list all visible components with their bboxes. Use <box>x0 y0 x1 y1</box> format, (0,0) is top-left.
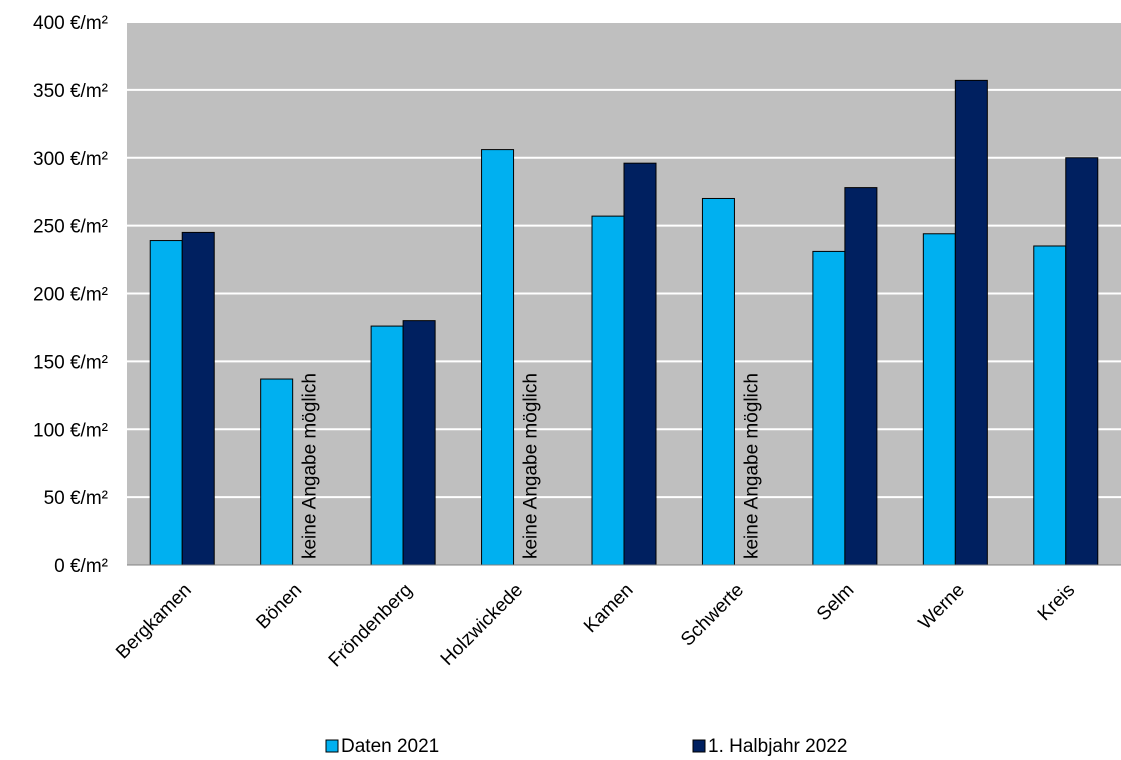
bar-daten-2021 <box>591 215 625 566</box>
legend-swatch <box>325 739 339 753</box>
x-tick-label: Selm <box>813 580 858 625</box>
bar-halbjahr-2022 <box>954 79 988 566</box>
bar-daten-2021 <box>812 250 846 566</box>
y-tick-label: 350 €/m² <box>33 81 108 102</box>
legend-label: Daten 2021 <box>341 736 439 757</box>
x-tick-label: Werne <box>915 580 969 634</box>
x-tick-label: Kamen <box>580 580 637 637</box>
legend-swatch <box>692 739 706 753</box>
y-tick-label: 200 €/m² <box>33 285 108 306</box>
legend: Daten 2021 1. Halbjahr 2022 <box>325 736 847 757</box>
x-tick-label: Bergkamen <box>112 580 196 664</box>
missing-value-label: keine Angabe möglich <box>300 373 321 559</box>
bar-daten-2021 <box>481 149 515 566</box>
x-axis-tick-labels: Bergkamen Bönen Fröndenberg Holzwickede Kame… <box>112 580 1079 672</box>
x-tick-label: Kreis <box>1034 580 1079 625</box>
x-tick-label: Holzwickede <box>437 580 527 670</box>
bar-daten-2021 <box>149 240 183 566</box>
y-axis-tick-labels: 0 €/m² 50 €/m² 100 €/m² 150 €/m² 200 €/m² 250… <box>33 13 108 577</box>
y-tick-label: 150 €/m² <box>33 352 108 373</box>
bar-daten-2021 <box>922 233 956 566</box>
y-tick-label: 300 €/m² <box>33 149 108 170</box>
bar-daten-2021 <box>260 378 294 566</box>
missing-value-label: keine Angabe möglich <box>521 373 542 559</box>
bar-halbjahr-2022 <box>844 187 878 566</box>
missing-value-notes: keine Angabe möglich keine Angabe möglich… <box>300 373 763 559</box>
y-tick-label: 0 €/m² <box>54 556 108 577</box>
bar-halbjahr-2022 <box>181 231 215 566</box>
missing-value-label: keine Angabe möglich <box>741 373 762 559</box>
bar-daten-2021 <box>701 197 735 566</box>
y-tick-label: 100 €/m² <box>33 420 108 441</box>
bar-halbjahr-2022 <box>1065 157 1099 566</box>
y-tick-label: 50 €/m² <box>44 488 108 509</box>
x-tick-label: Fröndenberg <box>325 580 417 672</box>
bars <box>149 79 1099 566</box>
bar-daten-2021 <box>1033 245 1067 566</box>
bar-daten-2021 <box>370 325 404 566</box>
legend-label: 1. Halbjahr 2022 <box>708 736 847 757</box>
bar-halbjahr-2022 <box>402 320 436 566</box>
bar-halbjahr-2022 <box>623 162 657 566</box>
x-tick-label: Schwerte <box>677 580 748 651</box>
x-tick-label: Bönen <box>252 580 306 634</box>
y-tick-label: 250 €/m² <box>33 217 108 238</box>
y-tick-label: 400 €/m² <box>33 13 108 34</box>
